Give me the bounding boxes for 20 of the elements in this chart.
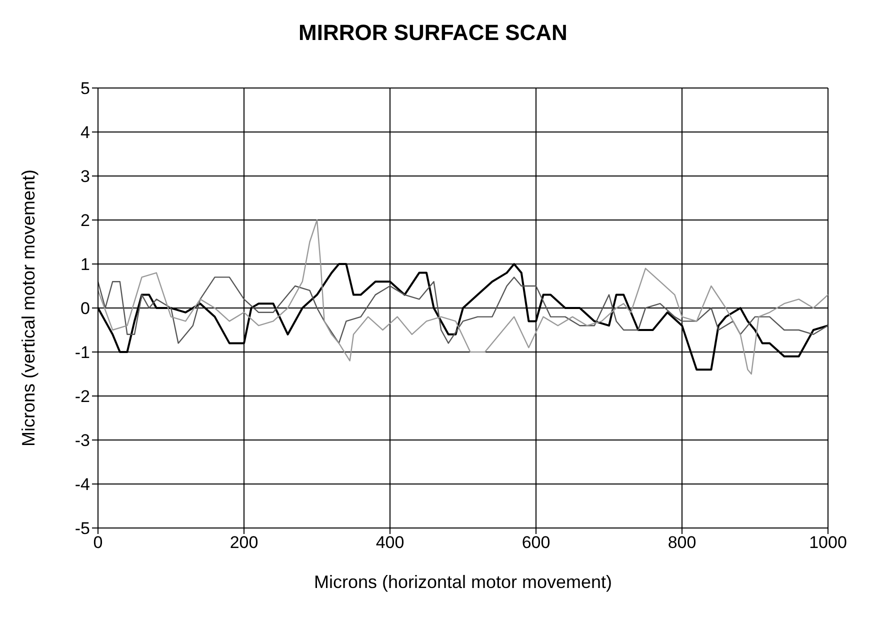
x-tick-label: 1000 [809, 533, 847, 552]
y-tick-label: 1 [80, 255, 90, 274]
y-tick-label: 4 [80, 123, 90, 142]
y-tick-label: -2 [74, 387, 90, 406]
y-tick-label: 5 [80, 79, 90, 98]
x-tick-label: 0 [93, 533, 103, 552]
x-axis-title: Microns (horizontal motor movement) [314, 572, 612, 592]
y-tick-label: -1 [74, 343, 90, 362]
y-tick-label: -3 [74, 431, 90, 450]
chart-title: MIRROR SURFACE SCAN [298, 19, 568, 47]
x-tick-label: 600 [522, 533, 550, 552]
y-tick-label: -5 [74, 519, 90, 538]
y-tick-label: 2 [80, 211, 90, 230]
y-tick-label: -4 [74, 475, 90, 494]
y-tick-label: 3 [80, 167, 90, 186]
x-tick-label: 200 [230, 533, 258, 552]
y-tick-label: 0 [80, 299, 90, 318]
x-tick-label: 400 [376, 533, 404, 552]
y-axis-title: Microns (vertical motor movement) [18, 169, 38, 447]
x-tick-label: 800 [668, 533, 696, 552]
